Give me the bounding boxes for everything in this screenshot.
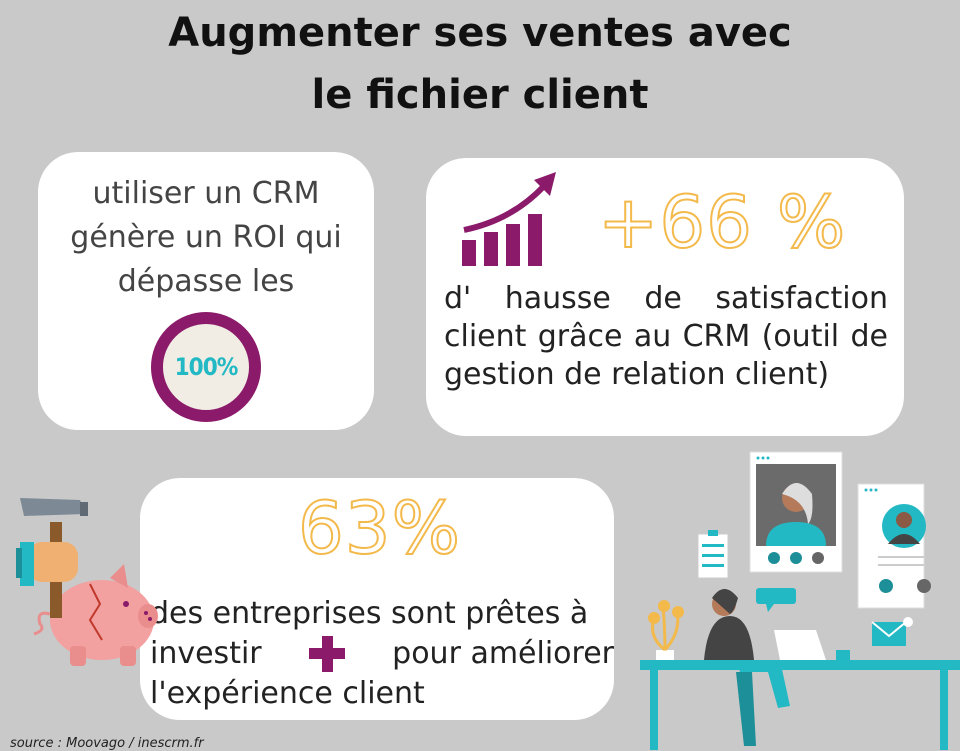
roi-badge-value: 100% [174, 353, 239, 381]
invest-line-1: des entreprises sont prêtes à [150, 596, 589, 631]
page-title: Augmenter ses ventes avec le fichier cli… [0, 2, 960, 126]
roi-line-3: dépasse les [117, 264, 295, 299]
source-note: source : Moovago / inescrm.fr [10, 736, 204, 751]
roi-text: utiliser un CRM génère un ROI qui dépass… [38, 172, 374, 304]
satisfaction-card: +66 % d' hausse de satisfaction client g… [426, 158, 904, 436]
invest-line-2: investir pour améliorer [150, 634, 614, 674]
roi-badge: 100% [151, 312, 261, 422]
piggy-bank-hammer-icon [16, 498, 158, 666]
roi-card: utiliser un CRM génère un ROI qui dépass… [38, 152, 374, 430]
satisfaction-description: d' hausse de satisfaction client grâce a… [444, 281, 888, 392]
title-line-2: le fichier client [311, 72, 649, 118]
video-call-illustration [640, 451, 960, 750]
growth-chart-icon [462, 172, 556, 266]
invest-description: des entreprises sont prêtes à investir p… [150, 594, 614, 714]
roi-line-1: utiliser un CRM [92, 176, 320, 211]
plus-icon [305, 636, 349, 672]
roi-line-2: génère un ROI qui [70, 220, 342, 255]
satisfaction-stat: +66 % [597, 179, 847, 265]
invest-line-3: l'expérience client [150, 676, 425, 711]
invest-stat: 63% [297, 485, 462, 571]
invest-word-after: pour améliorer [392, 636, 614, 671]
invest-word-before: investir [150, 636, 262, 671]
title-line-1: Augmenter ses ventes avec [168, 10, 792, 56]
invest-card: 63% des entreprises sont prêtes à invest… [140, 478, 614, 720]
